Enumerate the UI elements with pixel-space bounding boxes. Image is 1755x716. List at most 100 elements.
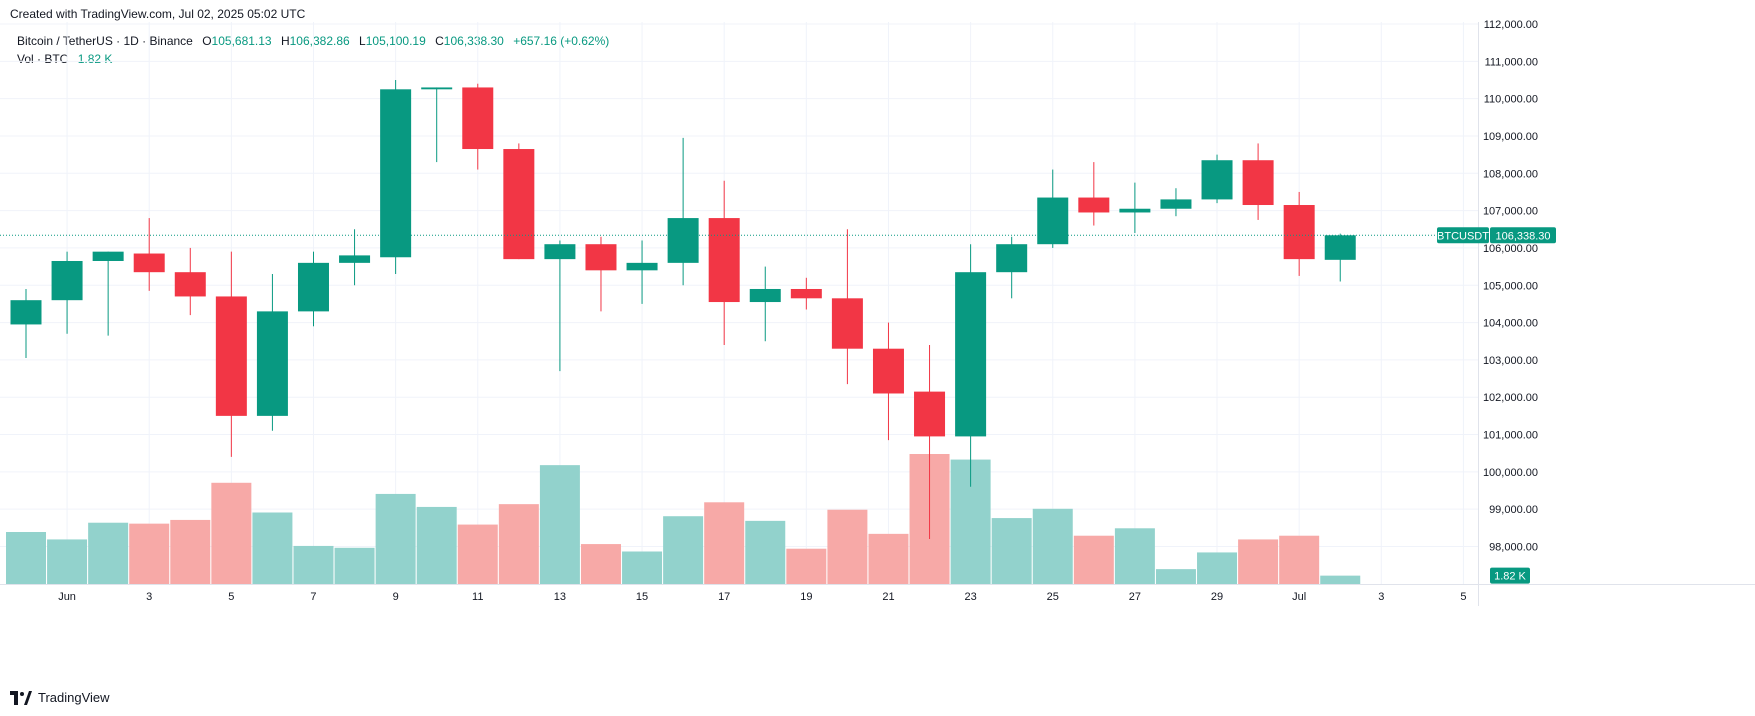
candle bbox=[174, 247, 206, 316]
candle-body bbox=[1037, 197, 1069, 245]
volume-bar bbox=[1073, 535, 1114, 584]
candle-body bbox=[1283, 205, 1315, 260]
candle-body bbox=[544, 244, 576, 260]
candle bbox=[10, 288, 42, 359]
candle-body bbox=[10, 300, 42, 325]
candle-body bbox=[996, 244, 1028, 273]
time-tick-label: 25 bbox=[1047, 591, 1059, 603]
volume-bar bbox=[868, 533, 909, 584]
time-axis: Jun 3 5 7 9 11 13 15 17 19 21 23 25 27 29 Jul 3 5 bbox=[58, 591, 1466, 603]
candle-body bbox=[1324, 235, 1356, 260]
volume-bar bbox=[1238, 539, 1279, 584]
time-tick-label: 11 bbox=[472, 591, 483, 603]
volume-bar bbox=[1197, 552, 1238, 584]
time-tick-label: 7 bbox=[310, 591, 316, 603]
volume-bar bbox=[622, 551, 663, 584]
close-label: C bbox=[435, 34, 444, 48]
time-tick-label: 15 bbox=[636, 591, 648, 603]
price-tick-label: 101,000.00 bbox=[1483, 430, 1538, 442]
price-tick-label: 100,000.00 bbox=[1483, 467, 1538, 479]
open-value: 105,681.13 bbox=[211, 34, 272, 48]
candle bbox=[1201, 154, 1233, 204]
volume-bar bbox=[6, 532, 46, 584]
volume-bar bbox=[129, 523, 170, 584]
candle bbox=[92, 251, 124, 336]
volume-label[interactable]: Vol · BTC bbox=[17, 52, 69, 66]
candle bbox=[133, 218, 165, 291]
candle bbox=[380, 79, 412, 275]
price-tick-label: 103,000.00 bbox=[1483, 355, 1538, 367]
price-tick-label: 112,000.00 bbox=[1484, 19, 1538, 31]
candle bbox=[339, 229, 371, 286]
candle bbox=[955, 244, 987, 487]
candle bbox=[1324, 233, 1356, 282]
price-tick-label: 99,000.00 bbox=[1489, 504, 1538, 516]
time-tick-label: 23 bbox=[964, 591, 976, 603]
price-tick-label: 110,000.00 bbox=[1484, 94, 1538, 106]
volume-bar bbox=[416, 506, 457, 584]
candle-body bbox=[503, 149, 535, 260]
candle-body bbox=[297, 262, 329, 312]
candle-body bbox=[339, 255, 371, 263]
candle bbox=[544, 240, 576, 372]
volume-bar bbox=[293, 545, 334, 584]
tradingview-logo[interactable]: TradingView bbox=[10, 690, 110, 705]
volume-bar bbox=[539, 465, 580, 584]
volume-badge-text: 1.82 K bbox=[1494, 571, 1526, 583]
candle-body bbox=[1242, 160, 1274, 206]
price-tick-label: 104,000.00 bbox=[1483, 318, 1538, 330]
price-tick-label: 107,000.00 bbox=[1483, 206, 1538, 218]
price-axis: 98,000.00 99,000.00 100,000.00 101,000.00 10… bbox=[1483, 19, 1538, 554]
open-label: O bbox=[202, 34, 212, 48]
candle bbox=[1283, 191, 1315, 276]
volume-bar bbox=[786, 548, 827, 584]
tradingview-logo-icon bbox=[10, 690, 32, 705]
time-tick-label: 21 bbox=[882, 591, 894, 603]
change-value: +657.16 (+0.62%) bbox=[513, 34, 610, 48]
candle-body bbox=[133, 253, 165, 273]
time-tick-label: Jul bbox=[1292, 591, 1306, 603]
volume-bar bbox=[1279, 535, 1320, 584]
volume-bar bbox=[704, 502, 745, 584]
volume-bar bbox=[1114, 528, 1155, 584]
candle-body bbox=[1160, 199, 1192, 209]
created-with-label: Created with TradingView.com, Jul 02, 20… bbox=[10, 7, 306, 21]
high-value: 106,382.86 bbox=[289, 34, 350, 48]
time-tick-label: 5 bbox=[1460, 591, 1466, 603]
candle-body bbox=[831, 298, 863, 349]
time-tick-label: 19 bbox=[800, 591, 812, 603]
candle-body bbox=[256, 311, 288, 416]
brand-label: TradingView bbox=[38, 690, 110, 705]
candle bbox=[626, 240, 658, 304]
candle-body bbox=[626, 262, 658, 271]
candle-body bbox=[667, 218, 699, 263]
volume-value: 1.82 K bbox=[77, 52, 113, 66]
volume-bar bbox=[580, 544, 621, 584]
time-tick-label: 5 bbox=[228, 591, 234, 603]
time-tick-label: 3 bbox=[146, 591, 152, 603]
candle bbox=[708, 180, 740, 345]
candle bbox=[667, 137, 699, 286]
price-tick-label: 106,000.00 bbox=[1483, 243, 1538, 255]
candle-body bbox=[51, 260, 83, 301]
time-tick-label: 17 bbox=[718, 591, 730, 603]
volume-bar bbox=[663, 516, 704, 584]
price-tick-label: 109,000.00 bbox=[1483, 131, 1538, 143]
candle-body bbox=[92, 251, 124, 261]
price-tick-label: 102,000.00 bbox=[1483, 392, 1538, 404]
price-badge-text: 106,338.30 bbox=[1495, 230, 1550, 242]
candle bbox=[1037, 169, 1069, 248]
candle bbox=[51, 251, 83, 334]
candle bbox=[831, 229, 863, 385]
candle-body bbox=[462, 87, 494, 150]
candle-body bbox=[708, 218, 740, 303]
candle bbox=[1160, 188, 1192, 217]
candle-body bbox=[380, 89, 412, 258]
volume-badge: 1.82 K bbox=[1490, 567, 1530, 584]
candle bbox=[790, 277, 822, 310]
time-tick-label: 9 bbox=[393, 591, 399, 603]
volume-bar bbox=[211, 482, 252, 584]
close-value: 106,338.30 bbox=[443, 34, 504, 48]
candle bbox=[585, 236, 617, 312]
